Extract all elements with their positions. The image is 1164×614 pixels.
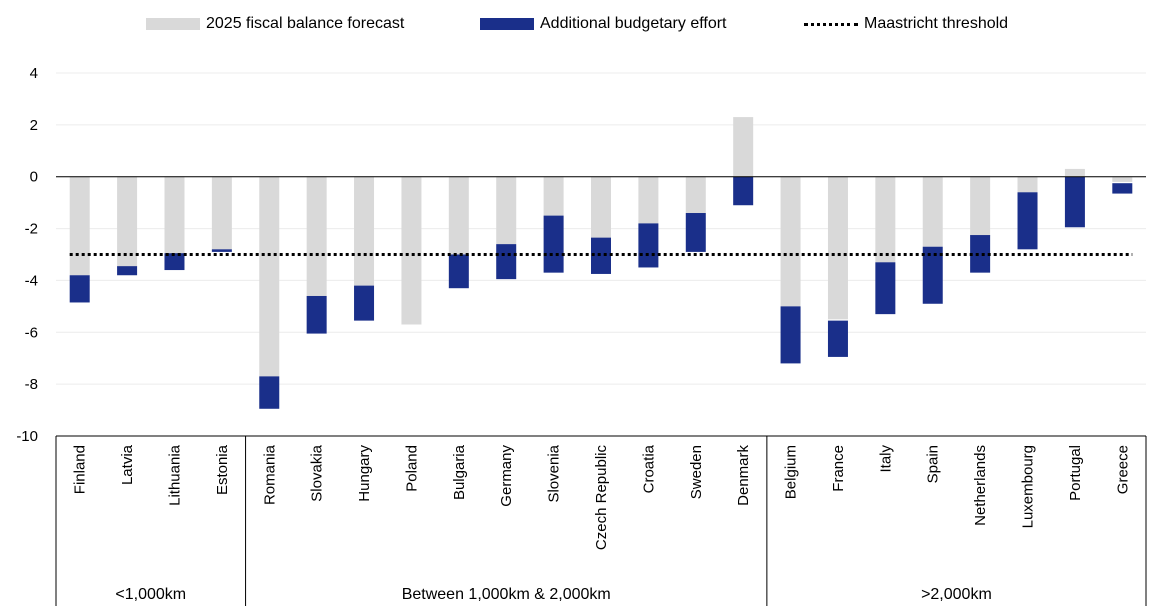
effort-bar (591, 237, 611, 274)
effort-bar (1064, 176, 1085, 228)
category-label: Estonia (214, 444, 231, 495)
y-tick-label: 0 (30, 169, 38, 186)
forecast-bar (1064, 168, 1085, 177)
effort-bar (448, 254, 469, 289)
category-label: France (830, 445, 847, 492)
forecast-bar (733, 117, 754, 177)
y-tick-label: 4 (30, 65, 38, 82)
category-label: Greece (1114, 445, 1131, 494)
category-label: Romania (261, 444, 278, 505)
y-tick-label: -4 (25, 272, 38, 289)
category-label: Spain (925, 445, 942, 483)
legend-label-threshold: Maastricht threshold (864, 15, 1009, 32)
forecast-bar (401, 176, 422, 325)
category-label: Italy (877, 445, 894, 473)
effort-bar (496, 244, 517, 280)
category-label: Bulgaria (451, 444, 468, 500)
effort-bar (69, 275, 90, 303)
forecast-bar (496, 176, 517, 245)
forecast-bar (827, 176, 848, 320)
forecast-bar (1017, 176, 1038, 193)
forecast-bar (685, 176, 706, 214)
legend-label-effort: Additional budgetary effort (540, 15, 727, 32)
effort-bar (970, 235, 991, 273)
effort-bar (306, 295, 327, 334)
effort-bar (259, 376, 280, 409)
forecast-bar (69, 176, 90, 276)
effort-bar (164, 253, 185, 271)
effort-bar (354, 285, 375, 321)
legend-swatch-forecast (146, 18, 200, 30)
forecast-bar (448, 176, 469, 255)
category-label: Portugal (1067, 445, 1084, 501)
category-label: Germany (498, 445, 515, 507)
category-label: Lithuania (166, 444, 183, 506)
category-label: Sweden (688, 445, 705, 499)
effort-bar (780, 306, 801, 364)
legend: 2025 fiscal balance forecast Additional … (0, 12, 1164, 36)
effort-bar (1017, 192, 1038, 250)
forecast-bar (922, 176, 943, 247)
forecast-bar (306, 176, 327, 296)
category-label: Croatia (640, 444, 657, 493)
category-label: Denmark (735, 445, 752, 506)
forecast-bar (259, 176, 280, 377)
forecast-bar (543, 176, 564, 216)
effort-bar (875, 262, 896, 315)
forecast-bar (211, 176, 232, 250)
group-label: >2,000km (921, 586, 992, 603)
category-label: Netherlands (972, 445, 989, 526)
y-tick-label: -10 (16, 428, 38, 445)
legend-label-forecast: 2025 fiscal balance forecast (206, 15, 405, 32)
category-label: Finland (72, 445, 89, 494)
category-label: Czech Republic (593, 445, 610, 551)
legend-item-forecast: 2025 fiscal balance forecast (146, 12, 404, 36)
y-tick-label: -8 (25, 376, 38, 393)
category-label: Latvia (119, 444, 136, 485)
forecast-bar (164, 176, 185, 255)
y-tick-label: -6 (25, 324, 38, 341)
forecast-bar (591, 176, 611, 239)
effort-bar (1112, 183, 1133, 194)
category-label: Slovakia (309, 444, 326, 501)
legend-swatch-threshold (804, 22, 858, 26)
group-label: Between 1,000km & 2,000km (402, 586, 611, 603)
forecast-bar (780, 176, 801, 307)
effort-bar (543, 215, 564, 273)
category-label: Hungary (356, 445, 373, 502)
forecast-bar (970, 176, 991, 237)
effort-bar (638, 223, 659, 268)
legend-item-threshold: Maastricht threshold (804, 12, 1008, 36)
effort-bar (733, 176, 754, 206)
forecast-bar (117, 176, 138, 268)
category-label: Slovenia (546, 444, 563, 502)
forecast-bar (354, 176, 375, 286)
effort-bar (117, 266, 138, 276)
effort-bar (827, 320, 848, 357)
effort-bar (922, 246, 943, 304)
category-label: Belgium (783, 445, 800, 499)
legend-swatch-effort (480, 18, 534, 30)
forecast-bar (875, 176, 896, 263)
legend-item-effort: Additional budgetary effort (480, 12, 727, 36)
category-label: Luxembourg (1020, 445, 1037, 528)
group-label: <1,000km (115, 586, 186, 603)
effort-bar (685, 213, 706, 252)
y-tick-label: -2 (25, 221, 38, 238)
forecast-bar (1112, 176, 1133, 182)
effort-bar (211, 249, 232, 252)
forecast-bar (638, 176, 659, 224)
y-tick-label: 2 (30, 117, 38, 134)
category-label: Poland (403, 445, 420, 492)
